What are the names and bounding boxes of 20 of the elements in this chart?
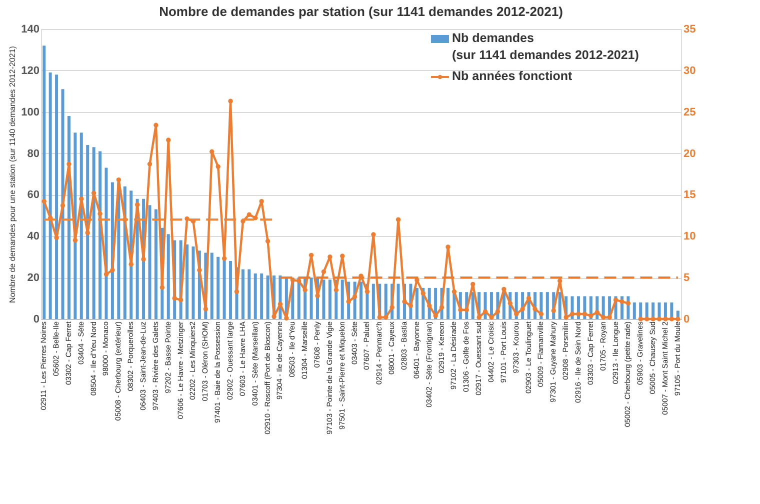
- y2-tick-label: 5: [684, 272, 690, 284]
- y2-tick-label: 0: [684, 314, 690, 326]
- y-tick-label: 140: [21, 24, 40, 36]
- y2-tick-label: 25: [684, 106, 696, 118]
- y-tick-label: 120: [21, 64, 40, 77]
- y2-tick-label: 20: [684, 148, 696, 160]
- y-tick-label: 0: [33, 314, 40, 326]
- y-tick-label: 60: [27, 189, 40, 202]
- y-tick-label: 40: [27, 230, 40, 243]
- y-tick-label: 80: [27, 148, 40, 160]
- legend-label: Nb années fonctiont: [452, 69, 573, 83]
- y-tick-label: 100: [21, 106, 40, 118]
- y2-tick-label: 35: [684, 24, 696, 36]
- chart-title: Nombre de demandes par station (sur 1141 demandes 2012-2021): [159, 4, 563, 19]
- y2-tick-label: 10: [684, 230, 696, 243]
- legend-label: Nb demandes (sur 1141 demandes 2012-2021): [452, 31, 639, 62]
- y-axis-title: Nombre de demandes pour une station (sur 1140 demandes 2012-2021): [8, 46, 18, 303]
- y2-tick-label: 15: [684, 189, 696, 202]
- y-tick-label: 20: [27, 272, 40, 284]
- y2-tick-label: 30: [684, 64, 696, 77]
